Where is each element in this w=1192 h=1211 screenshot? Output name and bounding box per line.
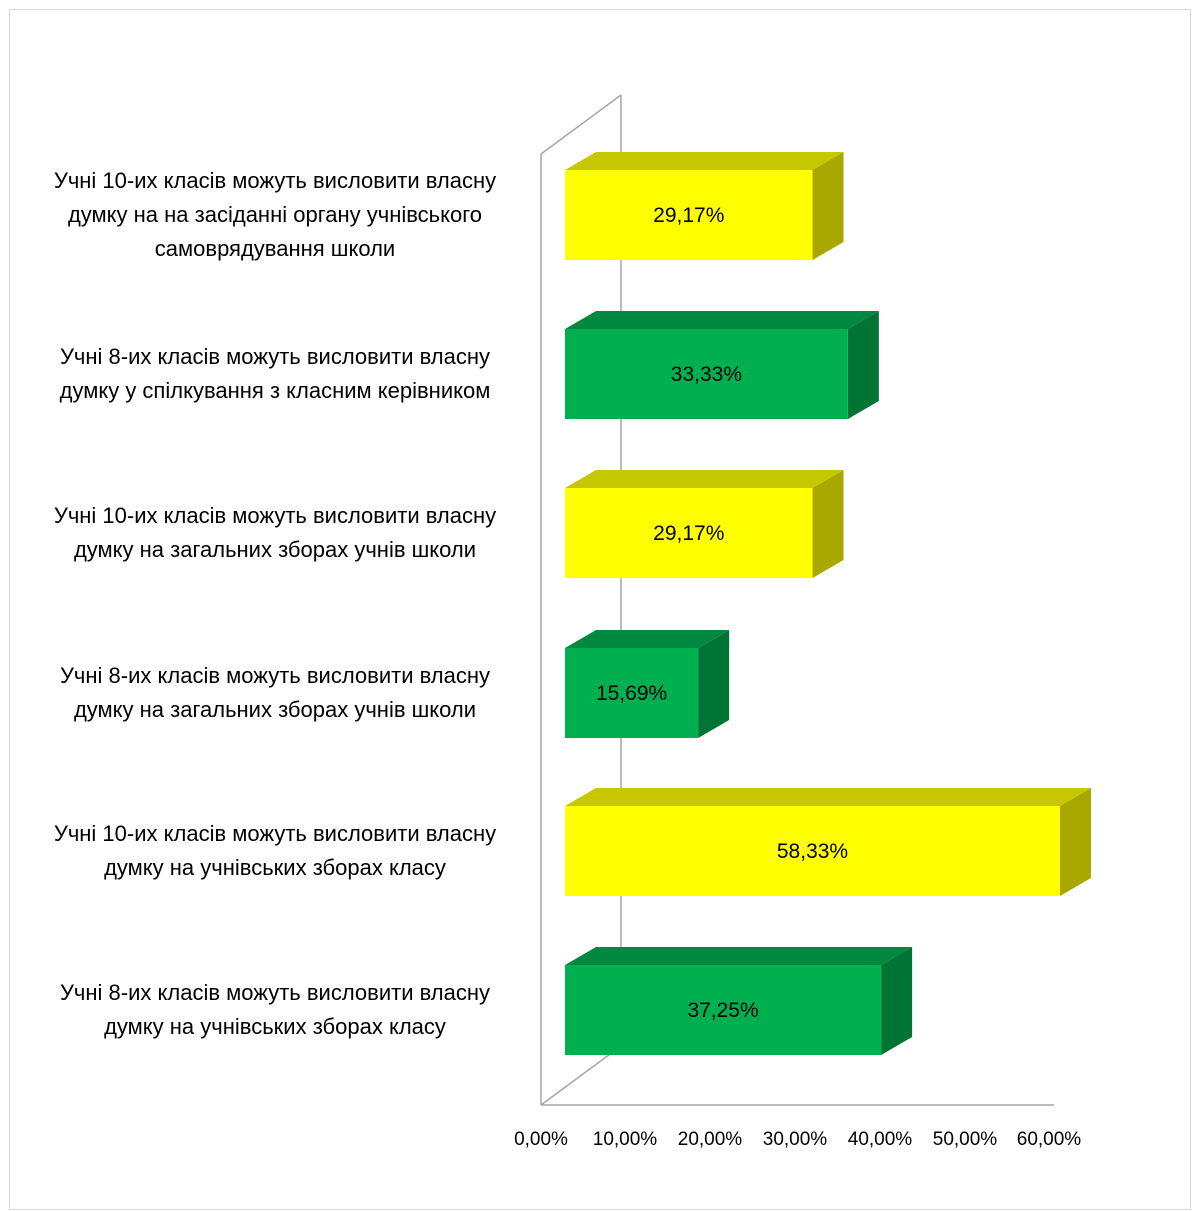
category-label-line: Учні 8-их класів можуть висловити власну	[60, 344, 490, 369]
bar-front-face	[565, 806, 1060, 896]
category-label-line: думку у спілкування з класним керівником	[60, 378, 491, 403]
bar-front-face	[565, 170, 813, 260]
bar-2: 33,33%	[565, 311, 879, 419]
x-tick-label: 20,00%	[678, 1129, 743, 1150]
bar-1: 29,17%	[565, 152, 844, 260]
data-label: 15,69%	[596, 682, 667, 705]
bar-front-face	[565, 648, 699, 738]
category-label-line: Учні 10-их класів можуть висловити власн…	[54, 821, 496, 846]
bar-3: 29,17%	[565, 470, 844, 578]
bar-side-face	[812, 152, 844, 260]
bars-group: 29,17% 33,33% 29,17% 15,69% 58,33% 37,25%	[565, 152, 1091, 1055]
bar-4: 15,69%	[565, 630, 730, 738]
category-label-line: Учні 10-их класів можуть висловити власн…	[54, 168, 496, 193]
category-label: Учні 10-их класів можуть висловити власн…	[54, 503, 496, 562]
data-label: 33,33%	[671, 363, 742, 386]
category-labels: Учні 10-их класів можуть висловити власн…	[54, 168, 496, 1039]
bar-front-face	[565, 965, 882, 1055]
category-label-line: думку на учнівських зборах класу	[104, 1014, 446, 1039]
bar-6: 37,25%	[565, 947, 913, 1055]
category-label: Учні 8-их класів можуть висловити власну…	[60, 980, 490, 1039]
bar-top-face	[565, 311, 879, 329]
floor-depth-edge	[540, 1045, 622, 1106]
x-tick-labels: 0,00% 10,00% 20,00% 30,00% 40,00% 50,00% 60,00…	[514, 1129, 1081, 1150]
category-label-line: думку на учнівських зборах класу	[104, 855, 446, 880]
x-tick-label: 60,00%	[1017, 1129, 1082, 1150]
category-label-line: Учні 8-их класів можуть висловити власну	[60, 980, 490, 1005]
bar-top-face	[565, 788, 1091, 806]
category-label: Учні 8-их класів можуть висловити власну…	[60, 663, 490, 722]
x-tick-label: 30,00%	[763, 1129, 828, 1150]
bar-top-face	[565, 947, 913, 965]
x-tick-label: 0,00%	[514, 1129, 568, 1150]
bar-front-face	[565, 329, 848, 419]
bar-5: 58,33%	[565, 788, 1091, 896]
bar-side-face	[881, 947, 913, 1055]
category-label-line: думку на загальних зборах учнів школи	[74, 537, 476, 562]
bar-side-face	[1060, 788, 1091, 896]
side-wall-top-edge	[540, 94, 622, 155]
data-label: 29,17%	[653, 204, 724, 227]
category-label: Учні 8-их класів можуть висловити власну…	[60, 344, 491, 403]
category-label-line: думку на на засіданні органу учнівського	[68, 202, 482, 227]
x-tick-label: 40,00%	[848, 1129, 913, 1150]
bar-front-face	[565, 488, 813, 578]
bar-side-face	[847, 311, 879, 419]
bar-top-face	[565, 630, 730, 648]
bar-side-face	[812, 470, 844, 578]
bar-top-face	[565, 152, 844, 170]
data-label: 37,25%	[687, 999, 758, 1022]
data-label: 29,17%	[653, 522, 724, 545]
category-label-line: Учні 8-их класів можуть висловити власну	[60, 663, 490, 688]
category-label-line: самоврядування школи	[155, 236, 395, 261]
bar-side-face	[698, 630, 730, 738]
category-label-line: думку на загальних зборах учнів школи	[74, 697, 476, 722]
x-tick-label: 10,00%	[593, 1129, 658, 1150]
category-label: Учні 10-их класів можуть висловити власн…	[54, 168, 496, 261]
category-label: Учні 10-их класів можуть висловити власн…	[54, 821, 496, 880]
x-tick-label: 50,00%	[933, 1129, 998, 1150]
bar-top-face	[565, 470, 844, 488]
data-label: 58,33%	[777, 840, 848, 863]
category-label-line: Учні 10-их класів можуть висловити власн…	[54, 503, 496, 528]
